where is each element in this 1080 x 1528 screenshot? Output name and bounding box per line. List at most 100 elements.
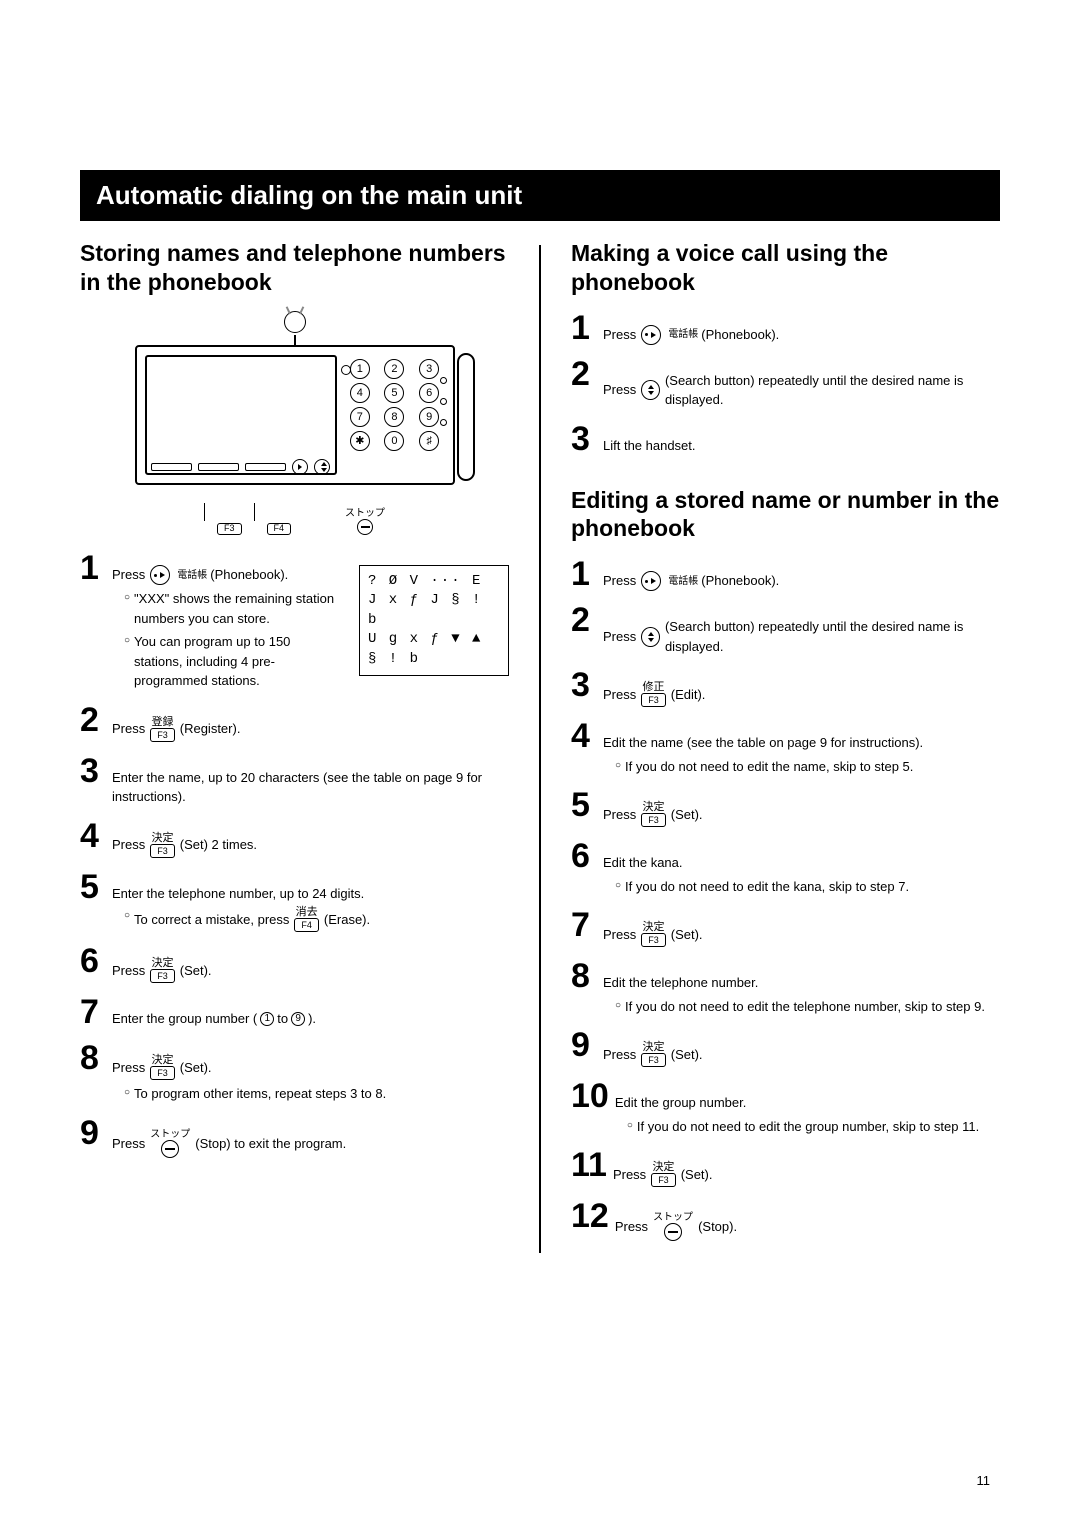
key-4: 4 — [350, 383, 370, 403]
step-text: (Search button) repeatedly until the des… — [665, 371, 1000, 410]
step-text: Press — [603, 627, 636, 647]
step-number: 4 — [80, 819, 106, 853]
bullet-text: To correct a mistake, press — [134, 910, 289, 930]
step-text: Press — [603, 1045, 636, 1065]
step-number: 1 — [80, 551, 106, 585]
step-number: 9 — [571, 1028, 597, 1062]
column-divider — [539, 245, 541, 1253]
search-updown-icon — [641, 627, 660, 647]
step-text: (Edit). — [671, 685, 706, 705]
step-text: ). — [308, 1009, 316, 1029]
f4-label: F4 — [267, 523, 292, 535]
left-column: Storing names and telephone numbers in t… — [80, 239, 509, 1253]
phonebook-button-icon — [641, 325, 661, 345]
key-9: 9 — [419, 407, 439, 427]
key-6: 6 — [419, 383, 439, 403]
left-step-4: 4 Press 決定F3 (Set) 2 times. — [80, 819, 509, 858]
r1-step-1: 1 Press 電話帳 (Phonebook). — [571, 311, 1000, 345]
r2-step-3: 3 Press 修正F3 (Edit). — [571, 668, 1000, 707]
key-0: 0 — [384, 431, 404, 451]
step-text: Edit the telephone number. — [603, 975, 758, 990]
f4-erase-key-icon: 消去F4 — [294, 907, 319, 932]
handset-icon — [457, 353, 475, 481]
step-text: Press — [603, 925, 636, 945]
step-number: 3 — [571, 422, 597, 456]
step-number: 7 — [80, 995, 106, 1029]
step-text: Press — [112, 835, 145, 855]
f3-label: F3 — [217, 523, 242, 535]
step-text: Edit the group number. — [615, 1095, 747, 1110]
antenna-icon — [284, 311, 306, 333]
two-column-layout: Storing names and telephone numbers in t… — [80, 239, 1000, 1253]
f3-set-key-icon: 決定F3 — [641, 1042, 666, 1067]
step-number: 7 — [571, 908, 597, 942]
left-step-1: 1 Press 電話帳 (Phonebook). ○"XXX" shows th… — [80, 551, 509, 691]
r2-step-4: 4 Edit the name (see the table on page 9… — [571, 719, 1000, 776]
slot — [245, 463, 286, 471]
bullet-text: If you do not need to edit the telephone… — [625, 997, 985, 1017]
step-text: (Set). — [671, 1045, 703, 1065]
step-number: 6 — [571, 839, 597, 873]
step-text: (Phonebook). — [701, 571, 779, 591]
step-text: (Register). — [180, 719, 241, 739]
r1-step-3: 3 Lift the handset. — [571, 422, 1000, 456]
main-unit: 1 2 3 4 5 6 7 8 9 ✱ 0 ♯ — [135, 345, 455, 485]
r1-step-2: 2 Press (Search button) repeatedly until… — [571, 357, 1000, 410]
left-step-5: 5 Enter the telephone number, up to 24 d… — [80, 870, 509, 933]
left-step-9: 9 Press ストップ (Stop) to exit the program. — [80, 1116, 509, 1158]
phonebook-jp: 電話帳 — [177, 568, 207, 583]
step-number: 12 — [571, 1199, 609, 1233]
step-text: Enter the name, up to 20 characters (see… — [112, 770, 482, 805]
key-9-icon: 9 — [291, 1012, 305, 1026]
step-text: Press — [603, 325, 636, 345]
phonebook-jp: 電話帳 — [668, 574, 698, 589]
r2-step-6: 6 Edit the kana. ○If you do not need to … — [571, 839, 1000, 896]
step-text: (Phonebook). — [210, 565, 288, 585]
step-text: Press — [603, 805, 636, 825]
step-number: 8 — [80, 1041, 106, 1075]
step-text: (Stop) to exit the program. — [195, 1134, 346, 1154]
phonebook-jp: 電話帳 — [668, 327, 698, 342]
r2-step-8: 8 Edit the telephone number. ○If you do … — [571, 959, 1000, 1016]
step-text: Lift the handset. — [603, 438, 696, 453]
step-text: (Set). — [671, 805, 703, 825]
step-text: (Set). — [180, 961, 212, 981]
step-number: 1 — [571, 311, 597, 345]
step-number: 11 — [571, 1148, 607, 1182]
page-number: 11 — [977, 1473, 991, 1488]
step-number: 2 — [571, 357, 597, 391]
r2-step-1: 1 Press 電話帳 (Phonebook). — [571, 557, 1000, 591]
f3-set-key-icon: 決定F3 — [641, 802, 666, 827]
bullet-text: (Erase). — [324, 910, 370, 930]
lcd-line: J x ƒ J § ! b — [368, 591, 500, 630]
left-heading: Storing names and telephone numbers in t… — [80, 239, 509, 297]
step-text: Press — [613, 1165, 646, 1185]
step-number: 3 — [80, 754, 106, 788]
stop-button-icon: ストップ — [653, 1213, 693, 1241]
bullet-text: "XXX" shows the remaining station number… — [134, 589, 341, 628]
step-text: Edit the kana. — [603, 855, 683, 870]
bullet-text: If you do not need to edit the name, ski… — [625, 757, 913, 777]
step-text: Press — [615, 1217, 648, 1237]
side-leds — [440, 377, 447, 426]
device-diagram: 1 2 3 4 5 6 7 8 9 ✱ 0 ♯ F3 — [135, 311, 455, 535]
device-screen — [145, 355, 337, 475]
f3-set-key-icon: 決定F3 — [150, 833, 175, 858]
step-number: 4 — [571, 719, 597, 753]
keypad: 1 2 3 4 5 6 7 8 9 ✱ 0 ♯ — [345, 355, 445, 475]
key-2: 2 — [384, 359, 404, 379]
bullet-text: If you do not need to edit the group num… — [637, 1117, 979, 1137]
step-number: 10 — [571, 1079, 609, 1113]
step-text: Press — [112, 719, 145, 739]
nav-right-icon — [292, 459, 308, 475]
step-text: (Set). — [671, 925, 703, 945]
r2-step-10: 10 Edit the group number. ○If you do not… — [571, 1079, 1000, 1136]
lcd-line: ? Ø V ··· E — [368, 572, 500, 592]
step-text: Enter the telephone number, up to 24 dig… — [112, 886, 364, 901]
step-number: 2 — [571, 603, 597, 637]
key-5: 5 — [384, 383, 404, 403]
phonebook-button-icon — [641, 571, 661, 591]
search-updown-icon — [641, 380, 660, 400]
step-text: Press — [603, 571, 636, 591]
step-text: Press — [112, 565, 145, 585]
